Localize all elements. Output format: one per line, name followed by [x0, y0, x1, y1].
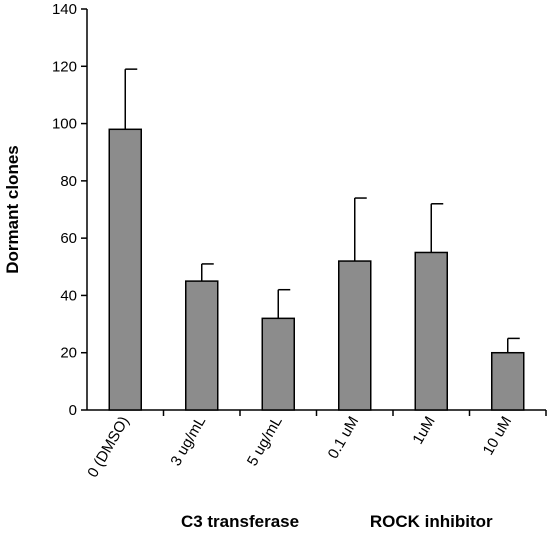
- error-bars: [124, 68, 520, 353]
- x-tick-label-3: 0.1 uM: [325, 414, 363, 462]
- bar-3: [338, 260, 372, 411]
- bar-4: [414, 251, 448, 411]
- group-label-0: C3 transferase: [181, 512, 299, 531]
- y-tick-label: 120: [52, 58, 77, 75]
- bar-1: [185, 280, 219, 411]
- x-tick-label-2: 5 ug/mL: [244, 414, 286, 469]
- y-tick-label: 140: [52, 1, 77, 18]
- bar-2: [261, 317, 295, 411]
- x-tick-label-1: 3 ug/mL: [167, 414, 209, 469]
- x-tick-label-4: 1uM: [409, 414, 438, 448]
- axes: [86, 9, 546, 411]
- group-labels: C3 transferase ROCK inhibitor: [181, 512, 493, 531]
- y-tick-label: 40: [60, 287, 77, 304]
- bar-5: [491, 351, 525, 411]
- group-label-1: ROCK inhibitor: [370, 512, 493, 531]
- x-tick-labels: 0 (DMSO) 3 ug/mL 5 ug/mL 0.1 uM 1uM 10 uM: [84, 410, 547, 480]
- y-tick-label: 20: [60, 345, 77, 362]
- y-tick-label: 0: [69, 402, 77, 419]
- y-tick-label: 100: [52, 116, 77, 133]
- bar-0: [108, 128, 142, 411]
- x-tick-label-5: 10 uM: [480, 414, 516, 459]
- bars: [108, 128, 525, 411]
- y-tick-label: 60: [60, 230, 77, 247]
- y-axis-label: Dormant clones: [3, 145, 22, 273]
- y-tick-label: 80: [60, 173, 77, 190]
- y-ticks: 0 20 40 60 80 100 120 140: [52, 1, 87, 419]
- x-tick-label-0: 0 (DMSO): [84, 413, 132, 480]
